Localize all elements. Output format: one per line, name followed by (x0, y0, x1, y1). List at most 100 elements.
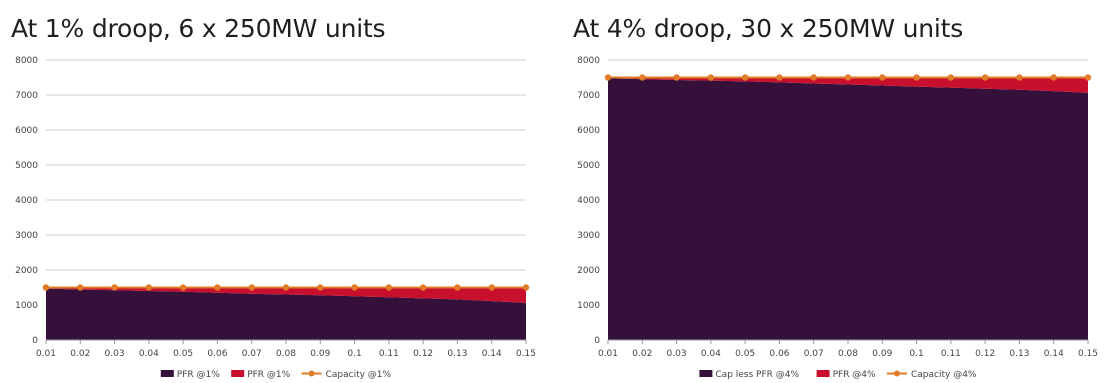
x-tick-label: 0.07 (804, 349, 824, 359)
y-tick-label: 5000 (15, 161, 38, 171)
capacity-point (639, 74, 646, 81)
capacity-point (707, 74, 715, 81)
x-tick-label: 0.09 (872, 349, 892, 359)
y-tick-label: 1000 (577, 301, 600, 311)
capacity-point (844, 74, 852, 81)
x-tick-label: 0.05 (735, 349, 755, 359)
y-tick-label: 2000 (577, 266, 600, 276)
legend-label: PFR @4% (833, 370, 876, 380)
y-tick-label: 6000 (15, 126, 38, 136)
legend-swatch-marker (308, 370, 315, 377)
x-tick-label: 0.06 (769, 349, 789, 359)
y-tick-label: 5000 (577, 161, 600, 171)
area-series-pfr (608, 77, 1088, 93)
chart-panel-right: At 4% droop, 30 x 250MW units 0 1000 2000 3… (562, 0, 1102, 383)
x-tick-label: 0.03 (105, 349, 125, 359)
x-tick-label: 0.01 (36, 349, 56, 359)
y-tick-label: 4000 (15, 196, 38, 206)
y-tick-label: 3000 (15, 231, 38, 241)
y-tick-label: 8000 (15, 56, 38, 66)
x-tick-label: 0.11 (379, 349, 399, 359)
x-tick-label: 0.05 (173, 349, 193, 359)
capacity-point (145, 284, 153, 291)
capacity-point (454, 284, 461, 291)
legend-label: Cap less PFR @4% (715, 370, 799, 380)
chart-title: At 4% droop, 30 x 250MW units (573, 14, 964, 43)
capacity-point (317, 284, 324, 291)
capacity-point (214, 284, 221, 291)
area-series-base (46, 288, 526, 340)
chart-panel-left: At 1% droop, 6 x 250MW units 0 1000 2000 30… (0, 0, 540, 383)
capacity-point (42, 284, 50, 291)
x-tick-label: 0.12 (975, 349, 995, 359)
x-tick-label: 0.08 (838, 349, 858, 359)
legend-swatch (699, 370, 713, 377)
x-tick-label: 0.14 (1044, 349, 1064, 359)
capacity-point (385, 284, 393, 291)
area-series-base (608, 78, 1088, 340)
y-tick-label: 2000 (15, 266, 38, 276)
x-tick-label: 0.14 (482, 349, 502, 359)
area-chart-1pct-droop: 0 1000 2000 3000 4000 5000 6000 7000 8000 0.01 0.0… (15, 56, 536, 380)
capacity-point (1084, 74, 1092, 81)
capacity-point (77, 284, 84, 291)
x-tick-label: 0.04 (139, 349, 159, 359)
legend-label: PFR @1% (247, 370, 290, 380)
y-tick-label: 8000 (577, 56, 600, 66)
capacity-point (351, 284, 358, 291)
legend-swatch (816, 370, 830, 377)
legend-label: Capacity @1% (326, 370, 392, 380)
x-tick-label: 0.13 (1009, 349, 1029, 359)
capacity-point (776, 74, 783, 81)
capacity-point (179, 284, 187, 291)
y-tick-label: 0 (32, 336, 38, 346)
legend-swatch (160, 370, 174, 377)
capacity-point (913, 74, 920, 81)
capacity-point (1016, 74, 1023, 81)
x-tick-label: 0.11 (941, 349, 961, 359)
legend-label: PFR @1% (177, 370, 220, 380)
capacity-point (282, 284, 290, 291)
x-tick-label: 0.02 (632, 349, 652, 359)
capacity-point (673, 74, 680, 81)
capacity-point (604, 74, 612, 81)
chart-title: At 1% droop, 6 x 250MW units (11, 14, 386, 43)
capacity-point (111, 284, 118, 291)
x-tick-label: 0.03 (667, 349, 687, 359)
x-tick-label: 0.06 (207, 349, 227, 359)
x-tick-label: 0.15 (516, 349, 536, 359)
capacity-point (810, 74, 817, 81)
capacity-point (1050, 74, 1057, 81)
x-tick-label: 0.1 (909, 349, 923, 359)
y-tick-label: 4000 (577, 196, 600, 206)
legend-swatch-marker (894, 370, 900, 377)
capacity-point (741, 74, 749, 81)
area-series-pfr (46, 287, 526, 303)
x-tick-label: 0.04 (701, 349, 721, 359)
x-tick-label: 0.1 (347, 349, 361, 359)
capacity-point (248, 284, 255, 291)
legend-swatch (231, 370, 245, 377)
x-tick-label: 0.08 (276, 349, 296, 359)
area-chart-4pct-droop: 0 1000 2000 3000 4000 5000 6000 7000 8000 0.01 0.0… (577, 56, 1098, 380)
y-tick-label: 7000 (577, 91, 600, 101)
capacity-point (488, 284, 495, 291)
capacity-point (522, 284, 530, 291)
y-tick-label: 0 (594, 336, 600, 346)
x-tick-label: 0.02 (70, 349, 90, 359)
x-tick-label: 0.13 (447, 349, 467, 359)
x-tick-label: 0.09 (310, 349, 330, 359)
legend-label: Capacity @4% (911, 370, 977, 380)
capacity-point (981, 74, 989, 81)
capacity-point (947, 74, 955, 81)
y-tick-label: 7000 (15, 91, 38, 101)
x-tick-label: 0.07 (242, 349, 262, 359)
y-tick-label: 6000 (577, 126, 600, 136)
capacity-point (419, 284, 427, 291)
capacity-point (879, 74, 886, 81)
x-tick-label: 0.01 (598, 349, 618, 359)
x-tick-label: 0.15 (1078, 349, 1098, 359)
y-tick-label: 1000 (15, 301, 38, 311)
x-tick-label: 0.12 (413, 349, 433, 359)
y-tick-label: 3000 (577, 231, 600, 241)
